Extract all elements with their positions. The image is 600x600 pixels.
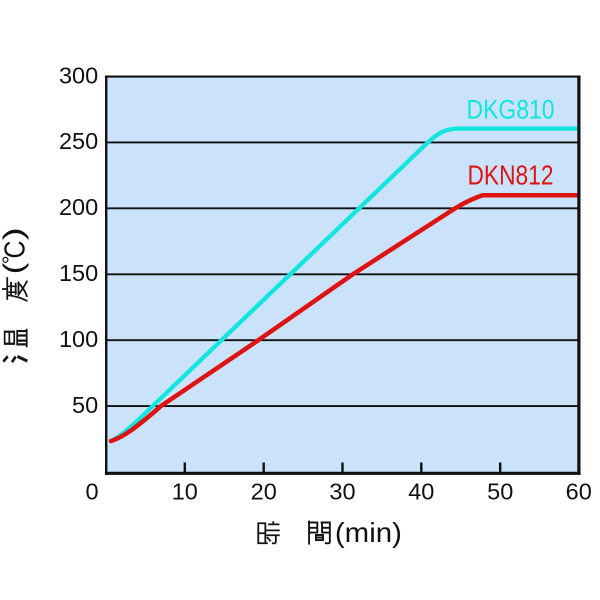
svg-text:30: 30 xyxy=(329,479,355,505)
svg-text:100: 100 xyxy=(59,326,98,352)
svg-text:150: 150 xyxy=(59,260,98,286)
svg-text:200: 200 xyxy=(59,194,98,220)
svg-text:C: C xyxy=(0,241,32,259)
svg-text:(: ( xyxy=(0,262,29,274)
svg-text:DKG810: DKG810 xyxy=(467,95,555,125)
svg-text:20: 20 xyxy=(251,479,277,505)
svg-text:300: 300 xyxy=(59,62,98,88)
svg-text:50: 50 xyxy=(72,392,98,418)
svg-text:60: 60 xyxy=(566,479,592,505)
svg-text:10: 10 xyxy=(172,479,198,505)
svg-text:50: 50 xyxy=(487,479,513,505)
svg-text:250: 250 xyxy=(59,128,98,154)
svg-text:): ) xyxy=(0,227,29,240)
svg-text:40: 40 xyxy=(408,479,434,505)
svg-text:(min): (min) xyxy=(335,516,402,548)
svg-text:°: ° xyxy=(0,255,23,264)
svg-text:0: 0 xyxy=(85,479,98,505)
svg-text:DKN812: DKN812 xyxy=(468,160,554,191)
